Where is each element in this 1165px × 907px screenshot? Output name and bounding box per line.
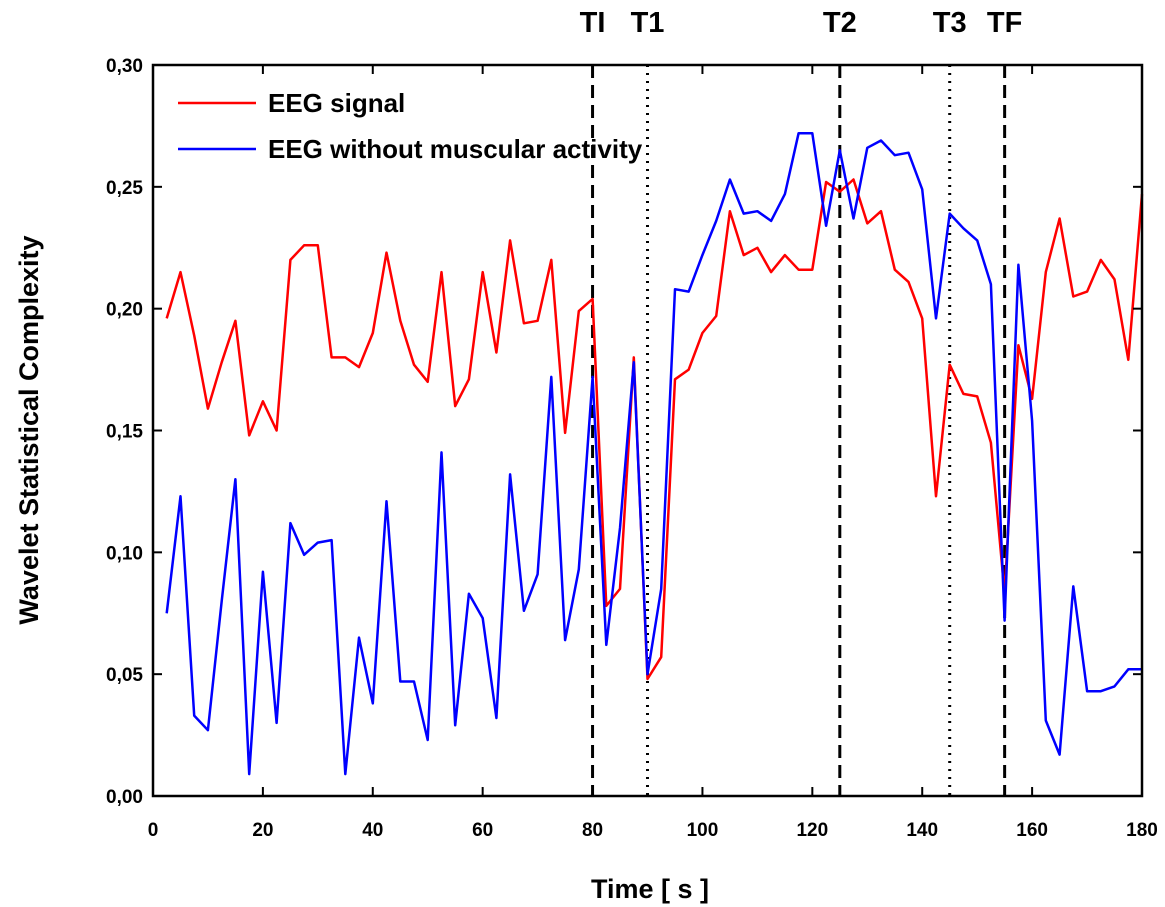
axis-ticks: [152, 64, 1143, 797]
series-lines: [165, 131, 1144, 776]
legend: EEG signal EEG without muscular activity: [178, 88, 643, 164]
y-tick-label: 0,10: [106, 543, 143, 564]
x-tick-label: 120: [796, 820, 828, 841]
x-tick-label: 20: [252, 820, 273, 841]
marker-label-t1: T1: [631, 7, 665, 39]
series-line-eeg-without-muscular-activity: [165, 131, 1142, 776]
x-tick-label: 180: [1126, 820, 1158, 841]
y-tick-label: 0,25: [106, 178, 143, 199]
y-tick-label: 0,05: [106, 665, 143, 686]
x-tick-label: 140: [906, 820, 938, 841]
x-axis-title: Time [ s ]: [591, 874, 709, 904]
event-markers: TI T1 T2 T3 TF: [580, 7, 1022, 796]
y-tick-label: 0,30: [106, 56, 143, 77]
x-tick-label: 80: [582, 820, 603, 841]
plot-frame: [151, 63, 1144, 798]
marker-label-ti: TI: [580, 7, 606, 39]
x-tick-label: 40: [362, 820, 383, 841]
x-tick-label: 160: [1016, 820, 1048, 841]
y-axis-title: Wavelet Statistical Complexity: [14, 235, 44, 624]
marker-label-t3: T3: [933, 7, 967, 39]
x-tick-label: 100: [687, 820, 719, 841]
tick-labels: 0 20 40 60 80 100 120 140 160 180 0,00 0,05 0,10 0,15…: [106, 56, 1158, 841]
x-tick-label: 0: [148, 820, 159, 841]
legend-label-eeg-without-muscular: EEG without muscular activity: [268, 134, 643, 164]
legend-label-eeg-signal: EEG signal: [268, 88, 405, 118]
y-tick-label: 0,00: [106, 787, 143, 808]
y-tick-label: 0,20: [106, 300, 143, 321]
marker-label-t2: T2: [823, 7, 857, 39]
marker-label-tf: TF: [987, 7, 1022, 39]
x-tick-label: 60: [472, 820, 493, 841]
y-tick-label: 0,15: [106, 422, 143, 443]
series-line-eeg-signal: [165, 178, 1144, 681]
